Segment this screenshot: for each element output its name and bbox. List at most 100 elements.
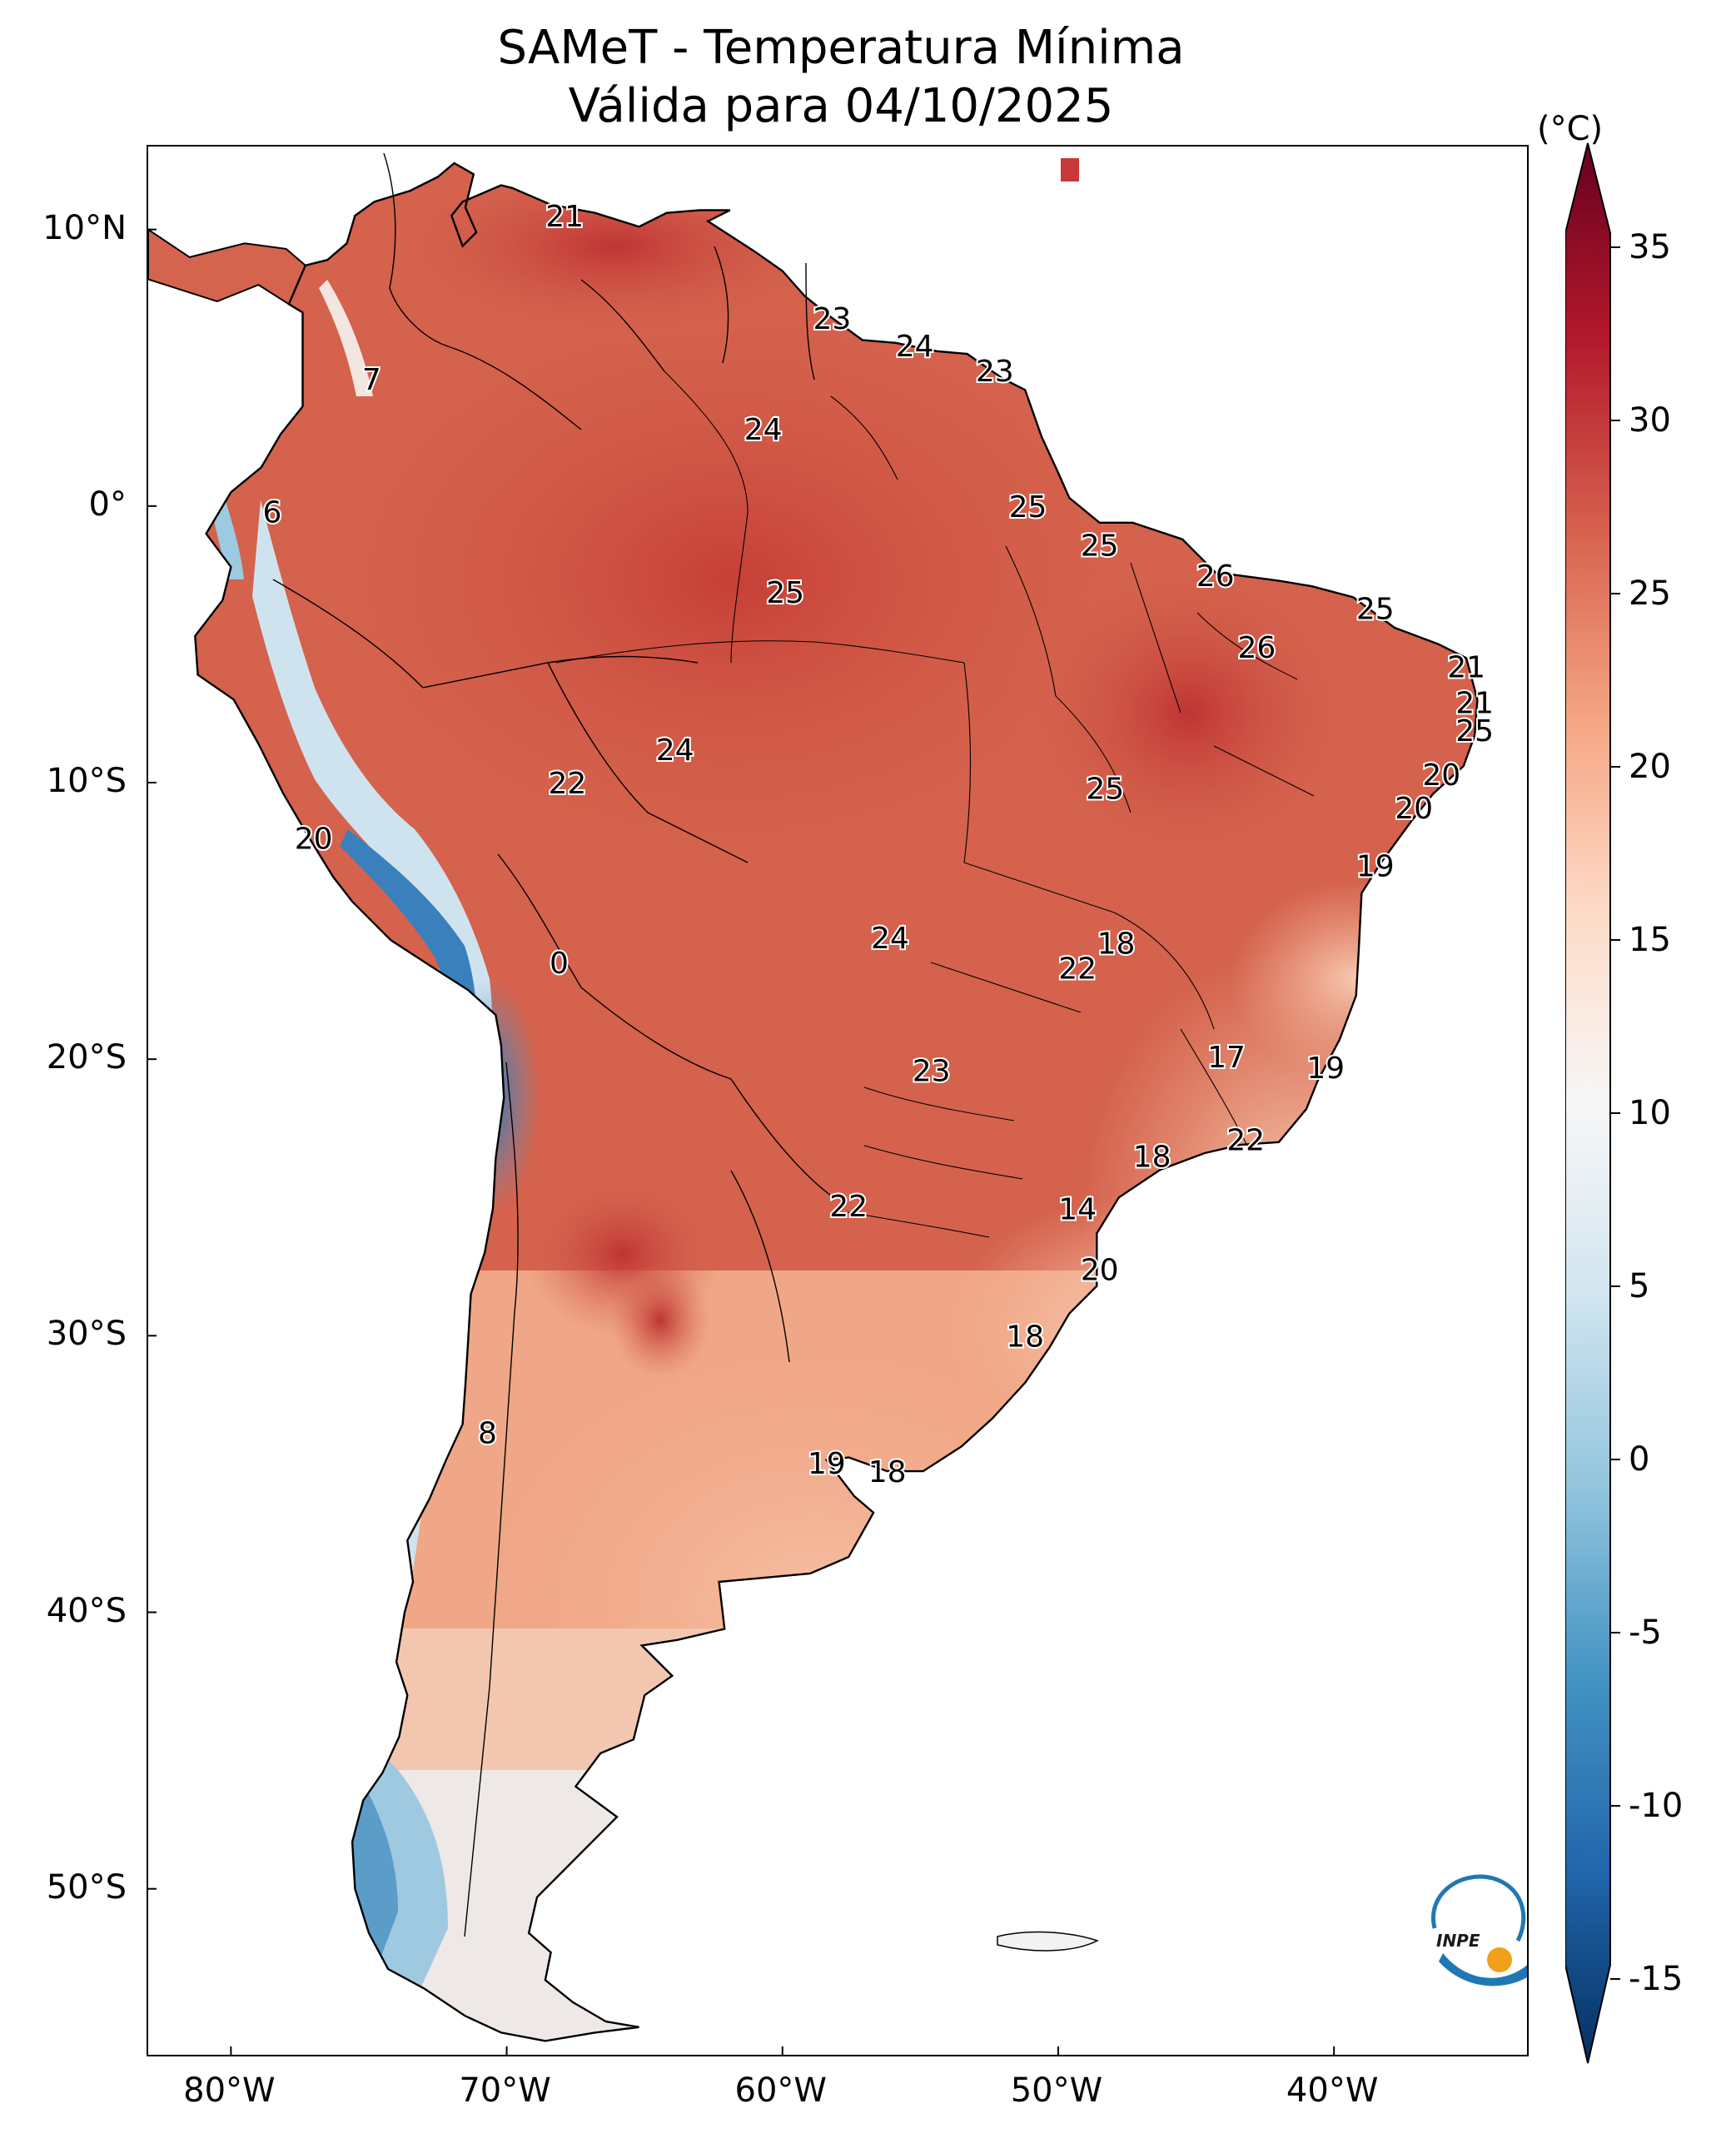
border-paraguay-brazil [730,1078,832,1196]
state-border-rj-es [1180,1028,1248,1146]
city-value-label: 21 [1455,687,1494,721]
colorbar-tick-label: 0 [1629,1440,1650,1479]
city-value-label: 24 [871,922,909,956]
lat-tick-label: 50°S [46,1867,127,1907]
city-value-label: 6 [263,496,282,530]
amazon-warm-core [298,280,1164,879]
city-value-label: 23 [913,1055,951,1089]
colorbar-unit: (°C) [1537,110,1604,148]
inpe-logo-arrow [1439,1953,1527,1986]
colorbar-ticks [1610,246,1620,1980]
city-value-label: 8 [478,1417,497,1451]
city-value-label: 19 [1306,1052,1345,1086]
city-value-label: 18 [1097,927,1136,962]
state-border-pr-sp [863,1086,1015,1121]
colorbar-tick-label: 35 [1629,228,1671,266]
lat-tick-label: 0° [88,485,127,524]
trinidad-island [1061,158,1079,181]
border-venezuela-guyana [580,279,665,372]
lat-tick-label: 10°S [46,762,127,800]
city-value-label: 25 [1009,490,1047,525]
city-value-label: 14 [1058,1193,1097,1227]
city-value-label: 18 [1006,1320,1044,1354]
inpe-logo-sun [1487,1947,1512,1972]
state-border-ap-pa [830,395,898,480]
colorbar-bar [1565,142,1611,2064]
city-value-label: 19 [1356,850,1395,884]
state-border-rs-sc [847,1211,990,1238]
colorbar [1565,142,1620,2064]
colombia-andes-band [319,280,373,396]
lat-tick-label: 40°S [46,1591,127,1630]
city-value-label: 7 [362,363,381,397]
city-value-label: 22 [548,767,586,801]
city-value-label: 0 [550,947,569,981]
inpe-logo-text: INPE [1436,1931,1480,1951]
state-border-mg-ba [1113,912,1215,1030]
city-value-label: 24 [896,330,934,364]
city-value-label: 25 [766,576,804,610]
city-value-label: 23 [976,355,1014,389]
map-subtitle: Válida para 04/10/2025 [568,79,1114,133]
border-bolivia-brazil [547,662,749,863]
lon-tick-label: 80°W [183,2071,276,2110]
city-value-label: 20 [1422,758,1460,793]
colorbar-tick-label: 5 [1629,1267,1650,1305]
colorbar-tick-label: 15 [1629,921,1671,959]
city-value-label: 21 [545,200,584,234]
border-suriname-guiana [805,262,815,380]
patagonia-south-zone [195,1770,1478,2041]
country-borders [272,152,832,1937]
state-border-ce-rn [1196,612,1298,680]
argentina-warm-core [610,1262,710,1379]
state-border-pe-ba [1213,745,1315,797]
lon-tick-label: 70°W [459,2071,551,2110]
border-guyana-suriname [714,246,729,364]
city-value-label: 20 [1395,792,1433,826]
brazil-state-borders [555,370,1315,1238]
state-border-am-pa [730,512,749,664]
city-value-label: 22 [1226,1124,1265,1158]
lon-tick-label: 60°W [734,2071,827,2110]
falkland-islands [997,1931,1099,1952]
city-value-label: 21 [1447,651,1485,685]
lon-tick-label: 40°W [1286,2071,1379,2110]
colorbar-tick-label: 30 [1629,401,1671,440]
northeast-warm-core [1006,546,1372,879]
state-border-to-mt [963,662,972,863]
south-brazil-cool-zone [948,1196,1314,1462]
colorbar-tick-label: 10 [1629,1094,1671,1132]
temperature-field [195,162,1478,2041]
city-value-label: 22 [829,1190,868,1224]
border-ecuador-peru [272,579,424,689]
inpe-logo-arc [1431,1874,1526,1942]
state-border-sc-pr [863,1145,1023,1180]
state-border-pa-ma [1005,545,1057,697]
colorbar-tick-label: -15 [1629,1960,1684,1998]
lat-tick-label: 30°S [46,1315,127,1354]
central-andes-cold-band [386,1312,418,1479]
inpe-logo: INPE [1431,1874,1527,1986]
map-title: SAMeT - Temperatura Mínima [497,21,1185,75]
colorbar-tick-label: 25 [1629,574,1671,613]
lon-tick-label: 50°W [1010,2071,1103,2110]
border-chile-argentina [464,1062,519,1937]
colorbar-tick-label: -5 [1629,1614,1662,1652]
city-value-label: 24 [656,733,694,768]
city-value-label: 26 [1196,559,1235,594]
city-value-label: 18 [1133,1140,1171,1174]
state-border-ms-sp [930,962,1082,1013]
lat-tick-label: 20°S [46,1038,127,1077]
city-value-label: 19 [808,1447,846,1481]
altiplano-cold-core [440,979,540,1212]
central-america-landmass [148,228,307,306]
border-colombia-venezuela [383,152,449,347]
border-colombia-brazil [447,346,582,430]
city-value-label: 25 [1455,714,1494,748]
continent-coastline [194,162,1479,2042]
lat-tick-label: 10°N [42,208,127,247]
state-border-am-ro [555,640,815,664]
city-value-label: 25 [1086,773,1124,807]
